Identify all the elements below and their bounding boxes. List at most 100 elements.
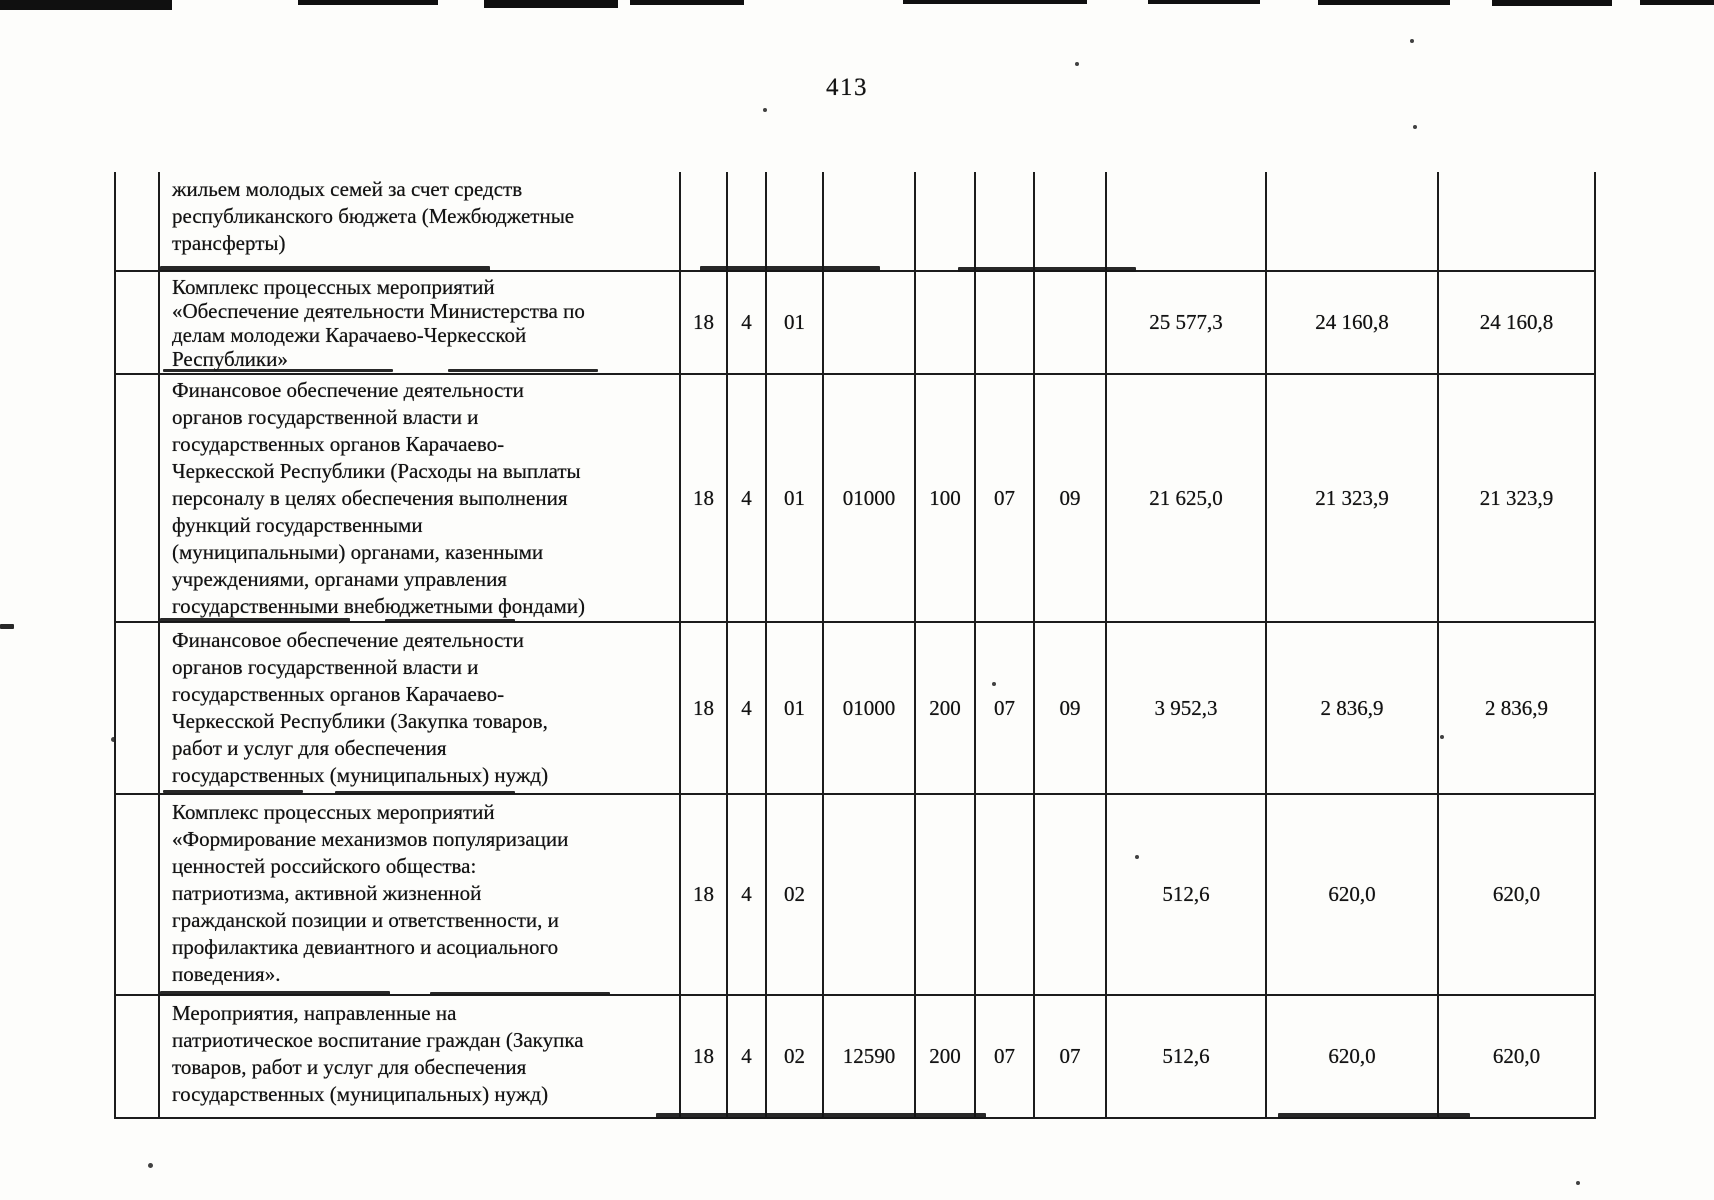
- scan-artifact: [1318, 0, 1450, 5]
- amount-cell: 512,6: [1107, 996, 1267, 1119]
- scan-artifact: [630, 0, 744, 5]
- code-cell: 07: [1035, 996, 1107, 1119]
- code-cell: 18: [681, 272, 728, 375]
- scan-artifact: [1278, 1113, 1470, 1119]
- table-row: Комплекс процессных мероприятий «Обеспеч…: [116, 272, 1598, 375]
- code-cell: 4: [728, 795, 767, 996]
- code-cell: 4: [728, 272, 767, 375]
- activity-name-cell: Мероприятия, направленные на патриотичес…: [160, 996, 681, 1119]
- code-cell: 01: [767, 272, 824, 375]
- amount-cell: 512,6: [1107, 795, 1267, 996]
- code-cell: 07: [976, 623, 1035, 795]
- scan-artifact: [958, 267, 1136, 272]
- scan-artifact: [1135, 855, 1139, 859]
- table-cell-empty: [116, 996, 160, 1119]
- code-cell: 01000: [824, 623, 916, 795]
- code-cell: [976, 172, 1035, 272]
- code-cell: [824, 272, 916, 375]
- code-cell: 18: [681, 996, 728, 1119]
- code-cell: 07: [976, 375, 1035, 623]
- code-cell: [767, 172, 824, 272]
- code-cell: [916, 172, 976, 272]
- scan-artifact: [1640, 0, 1714, 5]
- amount-cell: 21 323,9: [1439, 375, 1596, 623]
- scan-artifact: [1576, 1181, 1580, 1185]
- scan-artifact: [903, 0, 1087, 4]
- amount-cell: 2 836,9: [1439, 623, 1596, 795]
- table-row: Финансовое обеспечение деятельности орга…: [116, 623, 1598, 795]
- amount-cell: [1107, 172, 1267, 272]
- scan-artifact: [448, 369, 598, 372]
- code-cell: [681, 172, 728, 272]
- code-cell: 200: [916, 623, 976, 795]
- code-cell: 07: [976, 996, 1035, 1119]
- code-cell: 4: [728, 375, 767, 623]
- scan-artifact: [763, 108, 767, 112]
- code-cell: 02: [767, 996, 824, 1119]
- scan-artifact: [700, 266, 880, 272]
- scan-artifact: [148, 1163, 153, 1168]
- code-cell: 18: [681, 795, 728, 996]
- code-cell: 100: [916, 375, 976, 623]
- budget-table: жильем молодых семей за счет средств рес…: [114, 172, 1598, 1119]
- table-cell-empty: [116, 172, 160, 272]
- table-row: Мероприятия, направленные на патриотичес…: [116, 996, 1598, 1119]
- amount-cell: 3 952,3: [1107, 623, 1267, 795]
- code-cell: [976, 795, 1035, 996]
- amount-cell: 24 160,8: [1439, 272, 1596, 375]
- scan-artifact: [1440, 735, 1444, 739]
- code-cell: 12590: [824, 996, 916, 1119]
- code-cell: 01000: [824, 375, 916, 623]
- code-cell: [728, 172, 767, 272]
- code-cell: [916, 272, 976, 375]
- amount-cell: 620,0: [1439, 996, 1596, 1119]
- scan-artifact: [335, 791, 515, 794]
- code-cell: [976, 272, 1035, 375]
- activity-name-cell: Финансовое обеспечение деятельности орга…: [160, 375, 681, 623]
- scan-artifact: [0, 0, 172, 10]
- code-cell: [824, 172, 916, 272]
- code-cell: [916, 795, 976, 996]
- amount-cell: 620,0: [1267, 795, 1439, 996]
- table-row: Финансовое обеспечение деятельности орга…: [116, 375, 1598, 623]
- table-cell-empty: [116, 375, 160, 623]
- scan-artifact: [0, 624, 14, 629]
- amount-cell: 25 577,3: [1107, 272, 1267, 375]
- amount-cell: 620,0: [1267, 996, 1439, 1119]
- scan-artifact: [1410, 39, 1414, 43]
- scan-artifact: [484, 0, 618, 8]
- code-cell: [1035, 272, 1107, 375]
- scan-artifact: [298, 0, 438, 5]
- scan-artifact: [1413, 125, 1417, 129]
- activity-name-cell: Комплекс процессных мероприятий «Обеспеч…: [160, 272, 681, 375]
- scan-artifact: [1492, 0, 1612, 6]
- code-cell: [824, 795, 916, 996]
- amount-cell: 2 836,9: [1267, 623, 1439, 795]
- activity-name-cell: жильем молодых семей за счет средств рес…: [160, 172, 681, 272]
- code-cell: 4: [728, 623, 767, 795]
- scan-artifact: [992, 682, 996, 686]
- table-row: Комплекс процессных мероприятий «Формиро…: [116, 795, 1598, 996]
- code-cell: 01: [767, 623, 824, 795]
- scan-artifact: [656, 1113, 986, 1119]
- table-cell-empty: [116, 623, 160, 795]
- scan-artifact: [163, 790, 303, 793]
- code-cell: 09: [1035, 623, 1107, 795]
- scan-artifact: [385, 619, 515, 622]
- code-cell: 18: [681, 623, 728, 795]
- code-cell: 200: [916, 996, 976, 1119]
- amount-cell: 21 625,0: [1107, 375, 1267, 623]
- code-cell: 01: [767, 375, 824, 623]
- scan-artifact: [1075, 62, 1079, 66]
- amount-cell: [1267, 172, 1439, 272]
- table-cell-empty: [116, 272, 160, 375]
- amount-cell: 24 160,8: [1267, 272, 1439, 375]
- amount-cell: 620,0: [1439, 795, 1596, 996]
- activity-name-cell: Комплекс процессных мероприятий «Формиро…: [160, 795, 681, 996]
- amount-cell: 21 323,9: [1267, 375, 1439, 623]
- page-number: 413: [826, 74, 868, 101]
- scan-artifact: [160, 618, 350, 622]
- code-cell: 4: [728, 996, 767, 1119]
- scan-artifact: [111, 737, 116, 742]
